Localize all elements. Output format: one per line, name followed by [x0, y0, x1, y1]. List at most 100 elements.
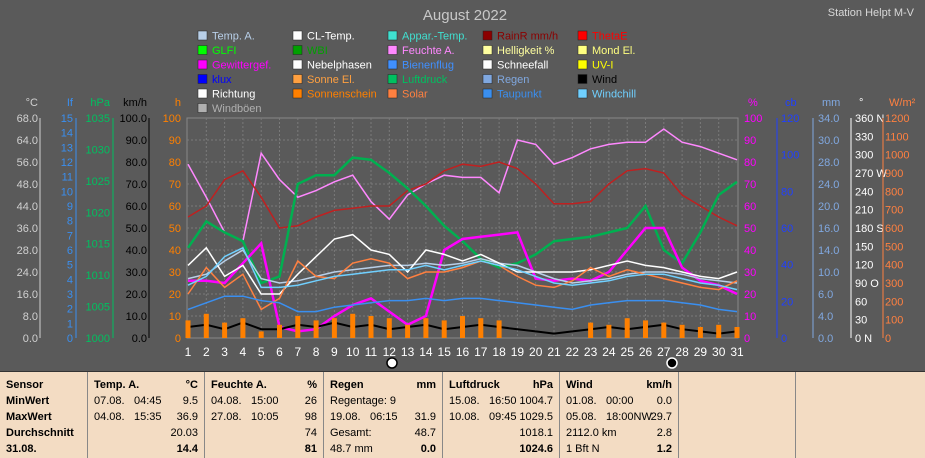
axis-unit-if: If	[67, 97, 74, 109]
axis-tick-pct: 20	[744, 289, 756, 301]
axis-tick-wm2: 0	[885, 333, 891, 345]
summary-empty-1	[678, 372, 795, 458]
axis-tick-kmh: 40.0	[126, 245, 147, 257]
row-today: 31.08.	[6, 443, 37, 455]
axis-tick-kmh: 90.0	[126, 135, 147, 147]
axis-tick-temp: 56.0	[17, 157, 38, 169]
legend-swatch-thetae	[577, 30, 588, 41]
axis-tick-if: 10	[61, 186, 73, 198]
axis-tick-cb: 0	[781, 333, 787, 345]
rain-max-date: 19.08.	[330, 411, 361, 423]
temp-max-time: 15:35	[134, 411, 162, 423]
legend-label-nebelphasen: Nebelphasen	[307, 60, 372, 72]
axis-tick-h: 10	[169, 311, 181, 323]
legend-swatch-regen	[482, 74, 493, 84]
x-tick-label: 17	[474, 345, 488, 359]
press-min-val: 1004.7	[519, 395, 553, 407]
x-tick-label: 19	[511, 345, 525, 359]
axis-tick-wm2: 600	[885, 223, 903, 235]
axis-tick-dir: 90 O	[855, 278, 879, 290]
wind-header: Wind	[566, 379, 593, 391]
axis-tick-dir: 180 S	[855, 223, 884, 235]
bar-sonnenschein	[405, 324, 411, 338]
axis-tick-if: 4	[67, 274, 73, 286]
summary-humidity: Feuchte A.% 04.08. 15:00 26 27.08. 10:05 98 …	[204, 372, 323, 458]
x-tick-label: 9	[331, 345, 338, 359]
hum-header: Feuchte A.	[211, 379, 267, 391]
legend-label-thetae: ThetaE	[592, 31, 627, 43]
axis-tick-mm: 24.0	[818, 179, 839, 191]
axis-tick-temp: 0.0	[23, 333, 38, 345]
axis-tick-dir: 330	[855, 131, 873, 143]
bar-sonnenschein	[679, 324, 685, 338]
axis-tick-wm2: 300	[885, 278, 903, 290]
axis-tick-pct: 60	[744, 201, 756, 213]
hum-unit: %	[307, 379, 317, 391]
bar-sonnenschein	[368, 316, 374, 338]
legend: Temp. A. CL-Temp. Appar.-Temp. RainR mm/h Th…	[197, 30, 636, 115]
axis-tick-dir: 60	[855, 296, 867, 308]
legend-swatch-taupunkt	[482, 88, 493, 99]
legend-swatch-glfi	[197, 45, 208, 55]
wind-min-val: 0.0	[656, 395, 672, 407]
bar-sonnenschein	[185, 320, 191, 338]
summary-wind: Wind km/h 01.08. 00:00 0.0 05.08. 18:00NW 29.…	[559, 372, 678, 458]
axis-tick-cb: 100	[781, 150, 799, 162]
axis-tick-kmh: 50.0	[126, 223, 147, 235]
temp-min-val: 9.5	[182, 395, 198, 407]
temp-min-date: 07.08.	[94, 395, 125, 407]
x-tick-label: 16	[456, 345, 470, 359]
rain-today: 0.0	[420, 443, 436, 455]
summary-panel: Sensor MinWert MaxWert Durchschnitt 31.0…	[0, 371, 925, 458]
x-tick-label: 23	[584, 345, 598, 359]
temp-header: Temp. A.	[94, 379, 140, 391]
summary-pressure: Luftdruck hPa 15.08. 16:50 1004.7 10.08. 09:…	[442, 372, 559, 458]
wind-max-time: 18:00NW	[606, 411, 652, 423]
axis-tick-mm: 4.0	[818, 311, 833, 323]
x-tick-label: 22	[566, 345, 580, 359]
temp-avg: 20.03	[170, 427, 198, 439]
axis-tick-temp: 68.0	[17, 113, 38, 125]
axis-tick-mm: 14.0	[818, 245, 839, 257]
axis-tick-wm2: 100	[885, 315, 903, 327]
bar-sonnenschein	[423, 318, 429, 338]
axis-tick-cb: 40	[781, 260, 793, 272]
moon-new-icon	[666, 357, 678, 369]
axis-tick-pct: 50	[744, 223, 756, 235]
axis-tick-wm2: 200	[885, 296, 903, 308]
axis-tick-if: 5	[67, 260, 73, 272]
bar-sonnenschein	[478, 318, 484, 338]
legend-swatch-luftdruck	[387, 74, 398, 84]
row-avg: Durchschnitt	[6, 427, 74, 439]
axis-tick-hpa: 1020	[86, 207, 110, 219]
legend-swatch-wbi	[292, 45, 303, 55]
wind-today: 1.2	[656, 443, 672, 455]
axis-tick-h: 70	[169, 179, 181, 191]
legend-label-windchill: Windchill	[592, 89, 636, 101]
axis-tick-kmh: 100.0	[119, 113, 147, 125]
rain-total-label: Gesamt:	[330, 427, 372, 439]
axis-tick-if: 0	[67, 333, 73, 345]
bar-sonnenschein	[386, 318, 392, 338]
legend-label-richtung: Richtung	[212, 89, 255, 101]
axis-tick-dir: 240	[855, 186, 873, 198]
press-unit: hPa	[532, 379, 553, 391]
axis-unit-temp: °C	[26, 97, 38, 109]
sensor-header: Sensor	[6, 379, 44, 391]
axis-tick-pct: 90	[744, 135, 756, 147]
x-tick-label: 10	[346, 345, 360, 359]
axis-tick-wm2: 700	[885, 205, 903, 217]
x-tick-label: 8	[313, 345, 320, 359]
hum-max-val: 98	[304, 411, 317, 423]
axis-tick-wm2: 1000	[885, 150, 909, 162]
axis-tick-h: 20	[169, 289, 181, 301]
hum-min-date: 04.08.	[211, 395, 242, 407]
x-tick-label: 31	[730, 345, 744, 359]
press-max-date: 10.08.	[449, 411, 480, 423]
legend-swatch-feuchte-a	[387, 45, 398, 55]
legend-label-bienenflug: Bienenflug	[402, 60, 454, 72]
legend-swatch-wind	[577, 74, 588, 84]
rain-max-val: 31.9	[414, 411, 436, 423]
legend-swatch-bienenflug	[387, 59, 398, 70]
bar-sonnenschein	[240, 318, 246, 338]
